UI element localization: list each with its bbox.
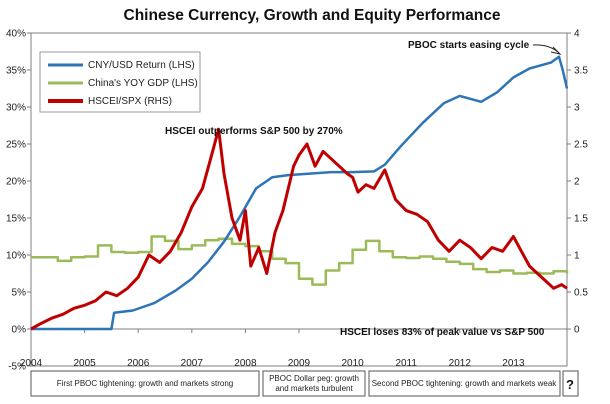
- period-box-unknown: [562, 370, 579, 397]
- annotation-loses: HSCEI loses 83% of peak value vs S&P 500: [340, 327, 545, 338]
- series-line-cny-usd: [31, 55, 569, 331]
- legend-label-cny: CNY/USD Return (LHS): [88, 60, 195, 71]
- x-tick-label: 2007: [181, 358, 204, 369]
- period-label-1: First PBOC tightening: growth and market…: [57, 379, 234, 388]
- period-box-1: [30, 370, 260, 397]
- legend-label-hscei: HSCEI/SPX (RHS): [88, 96, 172, 107]
- annotation-pboc-easing: PBOC starts easing cycle: [408, 40, 530, 51]
- left-axis: 40% 35% 30% 25% 20% 15% 10% 5% 0% -5%: [6, 29, 31, 373]
- period-box-2: [262, 370, 366, 397]
- right-tick-label: 2.5: [574, 140, 588, 151]
- x-tick-label: 2010: [341, 358, 364, 369]
- x-tick-label: 2012: [449, 358, 472, 369]
- right-tick-label: 1: [574, 251, 580, 262]
- series-layer: [30, 55, 569, 331]
- left-tick-label: 40%: [6, 29, 26, 40]
- left-tick-label: -5%: [8, 362, 26, 373]
- right-tick-label: 3: [574, 103, 580, 114]
- right-axis: 4 3.5 3 2.5 2 1.5 1 0.5 0: [567, 29, 588, 336]
- x-tick-label: 2008: [234, 358, 257, 369]
- right-tick-label: 4: [574, 29, 580, 40]
- right-tick-label: 0.5: [574, 288, 588, 299]
- left-tick-label: 0%: [12, 325, 27, 336]
- right-tick-label: 1.5: [574, 214, 588, 225]
- annotations: PBOC starts easing cycle HSCEI outperfor…: [165, 40, 562, 338]
- annotation-arrowhead: [550, 46, 562, 55]
- left-tick-label: 10%: [6, 251, 26, 262]
- x-tick-label: 2004: [20, 358, 43, 369]
- period-unknown-marker: ?: [566, 377, 574, 392]
- right-tick-label: 0: [574, 325, 580, 336]
- series-line-gdp: [31, 235, 569, 286]
- chart-title: Chinese Currency, Growth and Equity Perf…: [124, 7, 501, 24]
- x-tick-label: 2009: [288, 358, 311, 369]
- right-tick-label: 3.5: [574, 66, 588, 77]
- x-tick-label: 2005: [73, 358, 96, 369]
- series-line-hscei-spx: [30, 127, 568, 331]
- left-tick-label: 20%: [6, 177, 26, 188]
- period-bar: First PBOC tightening: growth and market…: [30, 370, 579, 397]
- x-tick-label: 2006: [127, 358, 150, 369]
- right-tick-label: 2: [574, 177, 580, 188]
- annotation-outperforms: HSCEI outperforms S&P 500 by 270%: [165, 126, 343, 137]
- left-tick-label: 25%: [6, 140, 26, 151]
- x-axis: 2004 2005 2006 2007 2008 2009 2010 2011 2012 2013: [20, 329, 525, 369]
- period-label-3: Second PBOC tightening: growth and marke…: [372, 379, 558, 388]
- period-label-2-line2: and markets turbulent: [275, 384, 353, 393]
- legend-label-gdp: China's YOY GDP (LHS): [88, 78, 198, 89]
- legend: CNY/USD Return (LHS) China's YOY GDP (LH…: [39, 51, 201, 113]
- left-tick-label: 30%: [6, 103, 26, 114]
- period-label-2-line1: PBOC Dollar peg: growth: [269, 374, 359, 383]
- x-tick-label: 2011: [395, 358, 417, 369]
- x-tick-label: 2013: [502, 358, 525, 369]
- left-tick-label: 5%: [12, 288, 27, 299]
- left-tick-label: 15%: [6, 214, 26, 225]
- period-box-3: [368, 370, 561, 397]
- left-tick-label: 35%: [6, 66, 26, 77]
- plot-border: [30, 32, 568, 367]
